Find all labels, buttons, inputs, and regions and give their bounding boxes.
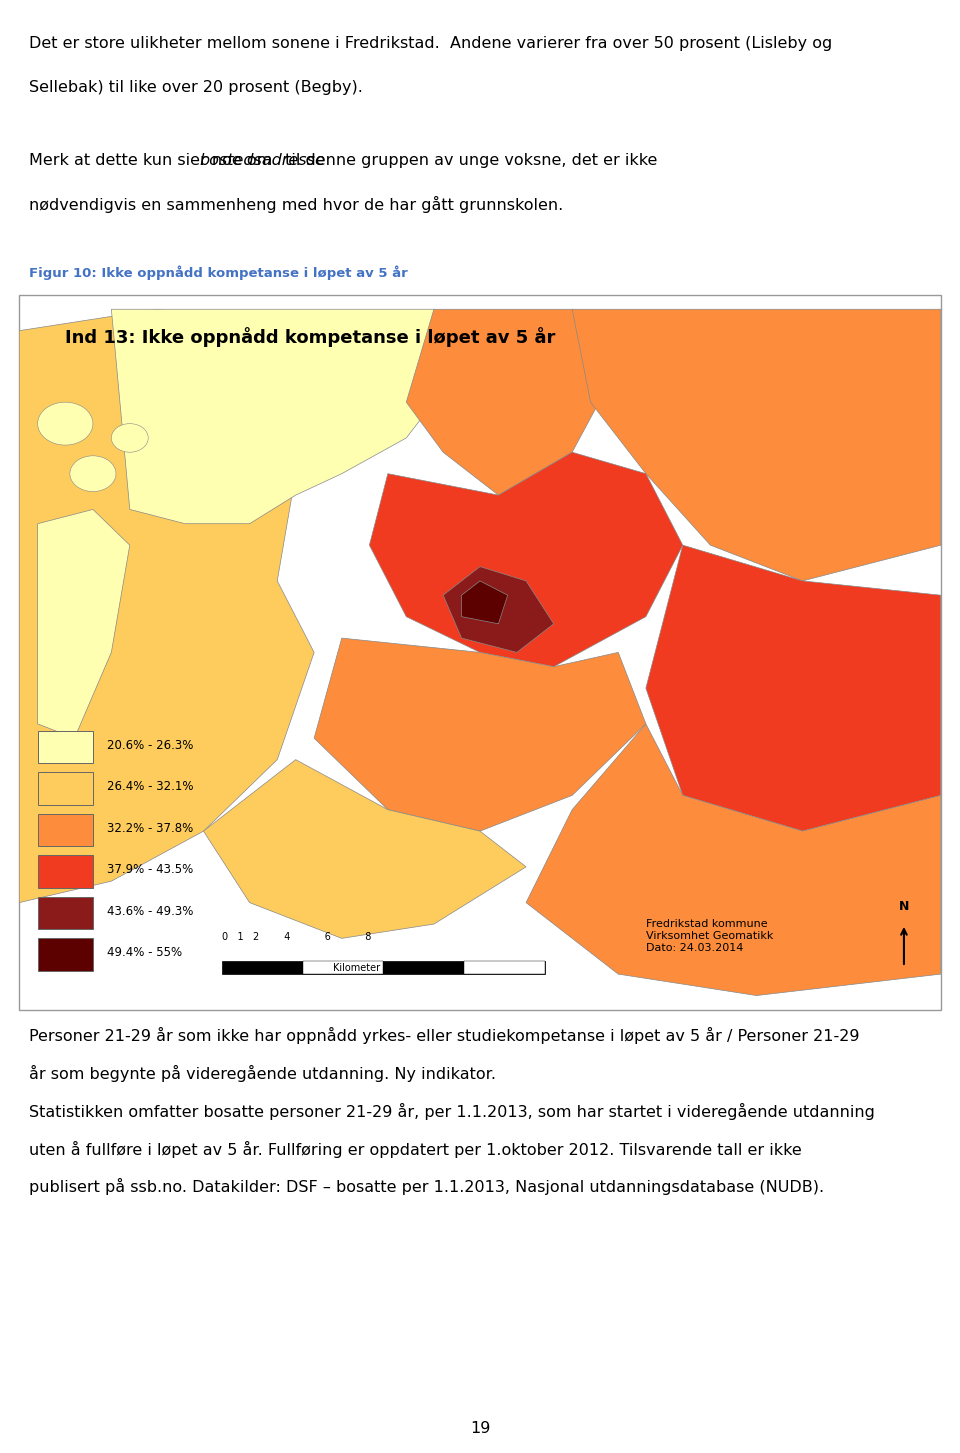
Text: uten å fullføre i løpet av 5 år. Fullføring er oppdatert per 1.oktober 2012. Til: uten å fullføre i løpet av 5 år. Fullfør… xyxy=(29,1141,802,1158)
Text: Sellebak) til like over 20 prosent (Begby).: Sellebak) til like over 20 prosent (Begb… xyxy=(29,80,363,94)
Text: Statistikken omfatter bosatte personer 21-29 år, per 1.1.2013, som har startet i: Statistikken omfatter bosatte personer 2… xyxy=(29,1103,875,1120)
Bar xyxy=(37,773,93,805)
Polygon shape xyxy=(370,452,683,667)
Text: nødvendigvis en sammenheng med hvor de har gått grunnskolen.: nødvendigvis en sammenheng med hvor de h… xyxy=(29,196,564,214)
Text: 49.4% - 55%: 49.4% - 55% xyxy=(107,946,181,959)
Text: Merk at dette kun sier noe om: Merk at dette kun sier noe om xyxy=(29,153,277,167)
Text: bostedsadresse: bostedsadresse xyxy=(200,153,325,167)
Polygon shape xyxy=(646,545,941,831)
Circle shape xyxy=(111,424,148,452)
Polygon shape xyxy=(19,309,314,902)
Polygon shape xyxy=(572,309,941,581)
Text: Personer 21-29 år som ikke har oppnådd yrkes- eller studiekompetanse i løpet av : Personer 21-29 år som ikke har oppnådd y… xyxy=(29,1027,859,1045)
Text: N: N xyxy=(899,901,909,914)
Text: 0   1   2        4           6           8: 0 1 2 4 6 8 xyxy=(222,931,372,942)
Bar xyxy=(19,295,941,1010)
Bar xyxy=(302,962,383,974)
Text: 20.6% - 26.3%: 20.6% - 26.3% xyxy=(107,738,193,751)
Text: Fredrikstad kommune
Virksomhet Geomatikk
Dato: 24.03.2014: Fredrikstad kommune Virksomhet Geomatikk… xyxy=(646,920,773,953)
Polygon shape xyxy=(406,309,618,495)
Bar xyxy=(37,856,93,888)
Bar xyxy=(222,962,544,974)
Text: publisert på ssb.no. Datakilder: DSF – bosatte per 1.1.2013, Nasjonal utdannings: publisert på ssb.no. Datakilder: DSF – b… xyxy=(29,1178,824,1196)
Bar xyxy=(464,962,544,974)
Text: 37.9% - 43.5%: 37.9% - 43.5% xyxy=(107,863,193,876)
Bar xyxy=(37,814,93,846)
Bar xyxy=(37,897,93,928)
Polygon shape xyxy=(111,309,462,523)
Text: Ind 13: Ikke oppnådd kompetanse i løpet av 5 år: Ind 13: Ikke oppnådd kompetanse i løpet … xyxy=(65,327,556,347)
Polygon shape xyxy=(314,638,646,831)
Text: 26.4% - 32.1%: 26.4% - 32.1% xyxy=(107,780,193,793)
Bar xyxy=(37,731,93,763)
Polygon shape xyxy=(526,724,941,995)
Text: 19: 19 xyxy=(469,1421,491,1436)
Polygon shape xyxy=(462,581,508,623)
Text: 32.2% - 37.8%: 32.2% - 37.8% xyxy=(107,822,193,835)
Text: Figur 10: Ikke oppnådd kompetanse i løpet av 5 år: Figur 10: Ikke oppnådd kompetanse i løpe… xyxy=(29,266,408,280)
Bar xyxy=(37,939,93,971)
Text: til denne gruppen av unge voksne, det er ikke: til denne gruppen av unge voksne, det er… xyxy=(279,153,658,167)
Polygon shape xyxy=(204,760,526,939)
Circle shape xyxy=(37,402,93,445)
Polygon shape xyxy=(444,567,554,652)
Text: Det er store ulikheter mellom sonene i Fredrikstad.  Andene varierer fra over 50: Det er store ulikheter mellom sonene i F… xyxy=(29,36,832,51)
Text: år som begynte på videregående utdanning. Ny indikator.: år som begynte på videregående utdanning… xyxy=(29,1065,495,1082)
Text: 43.6% - 49.3%: 43.6% - 49.3% xyxy=(107,905,193,918)
Polygon shape xyxy=(37,510,130,738)
Circle shape xyxy=(70,456,116,491)
Text: Kilometer: Kilometer xyxy=(332,963,379,974)
